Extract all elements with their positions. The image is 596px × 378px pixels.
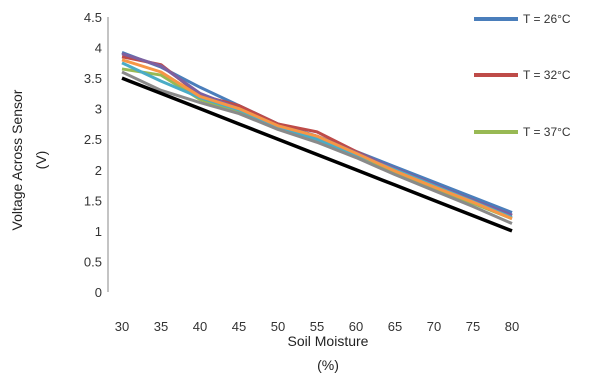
x-tick-label: 50 bbox=[271, 319, 285, 334]
x-tick-label: 55 bbox=[310, 319, 324, 334]
x-tick-labels: 30 35 40 45 50 55 60 65 70 75 80 bbox=[115, 319, 519, 334]
x-tick-label: 60 bbox=[349, 319, 363, 334]
legend: T = 26°C T = 32°C T = 37°C bbox=[474, 12, 571, 139]
series-line bbox=[121, 76, 513, 233]
y-tick-label: 3.5 bbox=[84, 71, 102, 86]
series-line bbox=[121, 70, 513, 225]
plot-lines bbox=[121, 51, 513, 233]
x-tick-label: 40 bbox=[193, 319, 207, 334]
x-tick-label: 70 bbox=[427, 319, 441, 334]
legend-label: T = 37°C bbox=[523, 125, 571, 139]
x-tick-label: 65 bbox=[388, 319, 402, 334]
y-tick-label: 4.5 bbox=[84, 10, 102, 25]
series-line bbox=[121, 58, 513, 221]
legend-label: T = 26°C bbox=[523, 12, 571, 26]
y-axis-title-line2: (V) bbox=[33, 151, 49, 170]
x-tick-label: 75 bbox=[466, 319, 480, 334]
y-tick-label: 0 bbox=[95, 285, 102, 300]
y-tick-label: 3 bbox=[95, 102, 102, 117]
series-line bbox=[121, 52, 513, 217]
y-tick-label: 1.5 bbox=[84, 193, 102, 208]
y-tick-label: 1 bbox=[95, 224, 102, 239]
legend-label: T = 32°C bbox=[523, 68, 571, 82]
x-axis-title-line1: Soil Moisture bbox=[288, 333, 369, 349]
x-axis-title-line2: (%) bbox=[317, 357, 339, 373]
y-tick-labels: 0 0.5 1 1.5 2 2.5 3 3.5 4 4.5 bbox=[84, 10, 102, 300]
y-axis-title-line1: Voltage Across Sensor bbox=[9, 89, 25, 230]
y-tick-label: 0.5 bbox=[84, 254, 102, 269]
y-tick-label: 4 bbox=[95, 41, 102, 56]
x-tick-label: 35 bbox=[154, 319, 168, 334]
y-tick-label: 2 bbox=[95, 163, 102, 178]
y-tick-label: 2.5 bbox=[84, 132, 102, 147]
x-tick-label: 45 bbox=[232, 319, 246, 334]
x-tick-label: 30 bbox=[115, 319, 129, 334]
x-tick-label: 80 bbox=[505, 319, 519, 334]
